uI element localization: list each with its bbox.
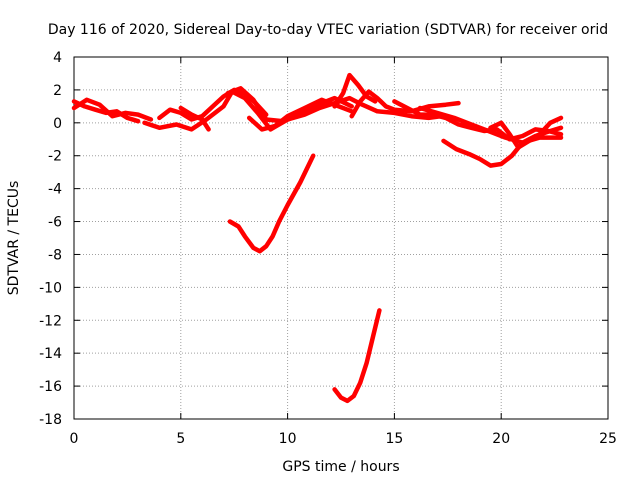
y-tick-label: 0 xyxy=(53,116,62,132)
y-tick-label: -10 xyxy=(39,280,62,296)
y-tick-label: -12 xyxy=(39,313,62,329)
series-line-11 xyxy=(417,105,564,145)
series-line-14 xyxy=(227,153,316,254)
x-tick-label: 0 xyxy=(70,431,79,447)
x-tick-label: 15 xyxy=(385,431,403,447)
chart-title: Day 116 of 2020, Sidereal Day-to-day VTE… xyxy=(48,22,608,38)
x-tick-label: 10 xyxy=(279,431,297,447)
y-tick-label: -18 xyxy=(39,412,62,428)
series-line-9 xyxy=(349,89,461,119)
y-tick-label: -4 xyxy=(48,182,62,198)
series-line-5 xyxy=(178,105,211,132)
y-tick-label: -16 xyxy=(39,379,62,395)
x-axis-label: GPS time / hours xyxy=(282,459,399,475)
y-tick-label: 2 xyxy=(53,83,62,99)
y-axis-label: SDTVAR / TECUs xyxy=(6,181,22,296)
series-line-13 xyxy=(488,115,564,150)
x-tick-label: 25 xyxy=(599,431,617,447)
series-layer xyxy=(71,72,564,404)
x-tick-label: 20 xyxy=(492,431,510,447)
x-tick-label: 5 xyxy=(176,431,185,447)
series-line-15 xyxy=(332,308,382,404)
y-tick-label: -6 xyxy=(48,215,62,231)
y-tick-label: 4 xyxy=(53,50,62,66)
y-tick-label: -2 xyxy=(48,149,62,165)
y-tick-label: -14 xyxy=(39,346,62,362)
y-tick-label: -8 xyxy=(48,247,62,263)
series-line-2 xyxy=(71,97,154,122)
axis-ticks: 420-2-4-6-8-10-12-14-16-180 5 10 15 20 25 xyxy=(39,50,617,447)
grid xyxy=(74,57,608,419)
series-line-8 xyxy=(332,72,378,109)
plot-frame xyxy=(73,56,609,420)
series-line-10 xyxy=(392,99,564,142)
